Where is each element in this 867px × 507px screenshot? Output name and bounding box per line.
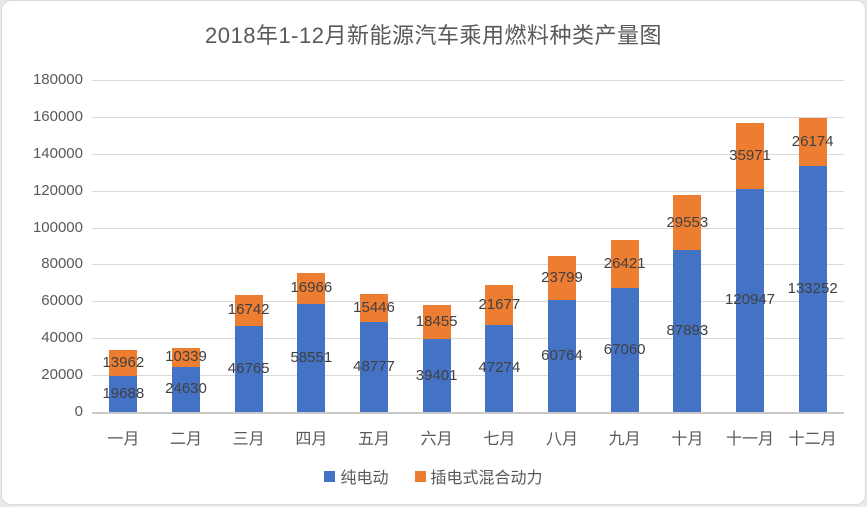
x-axis-label: 九月 <box>608 431 641 448</box>
gridline <box>92 227 844 229</box>
y-axis-tick-label: 80000 <box>41 255 83 273</box>
data-label-plugin-hybrid: 26421 <box>603 254 646 272</box>
data-label-pure-electric: 19688 <box>102 384 145 402</box>
bar-segment-plugin-hybrid <box>360 293 388 323</box>
data-label-pure-electric: 58551 <box>290 349 333 366</box>
x-axis-label: 十一月 <box>725 431 775 448</box>
data-label-plugin-hybrid: 10339 <box>165 348 207 366</box>
data-label-pure-electric: 39401 <box>415 366 458 384</box>
data-label-plugin-hybrid: 23799 <box>541 268 583 286</box>
gridline <box>92 80 844 81</box>
bar-segment-pure-electric <box>673 249 702 412</box>
data-label-plugin-hybrid: 16966 <box>290 279 333 297</box>
data-label-pure-electric: 60764 <box>541 346 583 364</box>
gridline <box>92 153 844 155</box>
data-label-plugin-hybrid: 35971 <box>729 146 771 164</box>
bar-segment-plugin-hybrid <box>234 294 263 326</box>
x-axis-label: 八月 <box>545 431 579 448</box>
y-axis-tick-label: 20000 <box>41 366 83 384</box>
x-axis-label: 五月 <box>357 431 391 448</box>
y-axis-tick-label: 160000 <box>32 107 83 125</box>
bar-segment-plugin-hybrid <box>548 256 576 300</box>
gridline <box>92 301 844 303</box>
gridline <box>92 264 844 266</box>
data-label-plugin-hybrid: 18455 <box>415 313 458 331</box>
bar-segment-pure-electric <box>109 375 138 412</box>
bar-segment-pure-electric <box>422 339 451 412</box>
bar-segment-pure-electric <box>297 304 326 412</box>
data-label-plugin-hybrid: 16742 <box>227 301 270 319</box>
data-label-pure-electric: 24630 <box>165 380 207 398</box>
bar-segment-pure-electric <box>548 299 576 412</box>
legend-label-pure-electric: 纯电动 <box>340 470 389 487</box>
legend-swatch-pure-electric-icon <box>324 470 336 482</box>
data-label-pure-electric: 67060 <box>603 341 646 359</box>
bar-segment-plugin-hybrid <box>485 284 514 325</box>
legend: 纯电动 插电式混合动力 <box>2 464 865 488</box>
legend-label-plugin-hybrid: 插电式混合动力 <box>430 470 543 487</box>
x-axis-label: 一月 <box>107 431 140 448</box>
data-label-plugin-hybrid: 26174 <box>791 133 834 151</box>
bar-segment-plugin-hybrid <box>673 195 702 250</box>
gridline <box>92 190 844 192</box>
x-axis-label: 四月 <box>295 431 328 448</box>
y-axis-tick-label: 0 <box>74 403 83 420</box>
y-axis-tick-label: 140000 <box>32 144 83 162</box>
bar-segment-plugin-hybrid <box>610 239 639 289</box>
data-label-plugin-hybrid: 13962 <box>102 353 145 371</box>
data-label-pure-electric: 120947 <box>724 291 776 309</box>
data-label-pure-electric: 48777 <box>353 358 395 376</box>
data-label-plugin-hybrid: 15446 <box>353 298 395 316</box>
y-axis-tick-label: 60000 <box>41 292 83 310</box>
gridline <box>92 338 844 340</box>
bar-segment-pure-electric <box>360 322 388 412</box>
gridline <box>92 116 844 118</box>
data-label-pure-electric: 87893 <box>666 321 709 339</box>
bar-segment-plugin-hybrid <box>798 117 827 167</box>
x-axis-line <box>92 412 844 414</box>
bar-segment-plugin-hybrid <box>297 272 326 304</box>
x-axis-label: 七月 <box>483 431 516 448</box>
x-axis-label: 二月 <box>169 431 203 448</box>
y-axis-tick-label: 100000 <box>32 218 83 236</box>
data-label-pure-electric: 47274 <box>478 359 521 377</box>
x-axis-label: 十二月 <box>788 431 837 448</box>
x-axis-label: 十月 <box>671 431 704 448</box>
y-axis-tick-label: 180000 <box>32 71 83 88</box>
data-label-pure-electric: 46765 <box>227 359 270 377</box>
legend-item-plugin-hybrid: 插电式混合动力 <box>414 464 543 488</box>
y-axis-tick-label: 120000 <box>32 181 83 199</box>
bar-segment-pure-electric <box>485 324 514 412</box>
bar-segment-pure-electric <box>172 366 200 412</box>
bar-segment-pure-electric <box>798 166 827 412</box>
x-axis-label: 六月 <box>420 431 453 448</box>
x-axis-label: 三月 <box>232 431 265 448</box>
bar-segment-plugin-hybrid <box>109 349 138 376</box>
bar-segment-pure-electric <box>234 325 263 412</box>
legend-swatch-plugin-hybrid-icon <box>414 470 426 482</box>
data-label-plugin-hybrid: 21677 <box>478 295 521 313</box>
bar-segment-plugin-hybrid <box>172 347 200 367</box>
y-axis-tick-label: 40000 <box>41 329 83 347</box>
legend-item-pure-electric: 纯电动 <box>324 464 389 488</box>
bar-segment-pure-electric <box>736 188 764 412</box>
data-label-pure-electric: 133252 <box>787 280 838 298</box>
bar-segment-plugin-hybrid <box>736 122 764 189</box>
gridline <box>92 375 844 377</box>
chart-title: 2018年1-12月新能源汽车乘用燃料种类产量图 <box>205 23 662 48</box>
bar-segment-pure-electric <box>610 288 639 412</box>
data-label-plugin-hybrid: 29553 <box>666 213 709 231</box>
bar-segment-plugin-hybrid <box>422 305 451 340</box>
